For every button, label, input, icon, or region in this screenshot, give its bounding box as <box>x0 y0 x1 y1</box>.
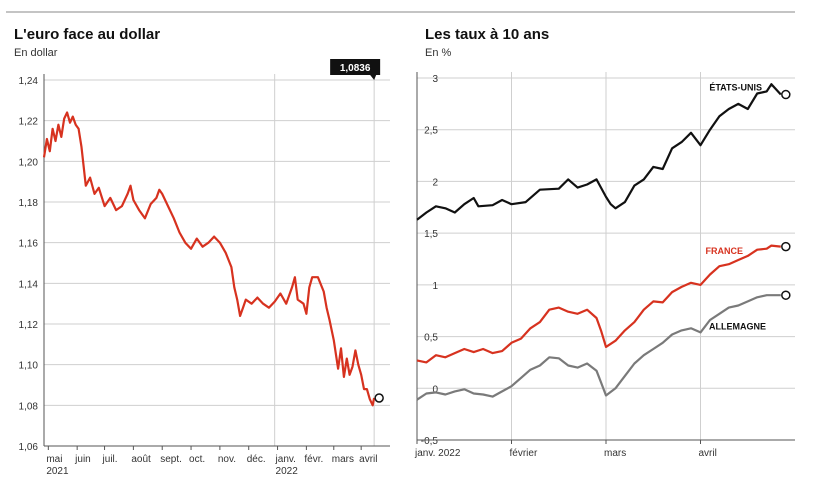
euro-y-tick-label: 1,16 <box>19 239 39 250</box>
euro-x-tick-label: mars <box>332 454 354 465</box>
euro-y-tick-label: 1,22 <box>19 117 39 128</box>
euro-x-tick-label: sept. <box>160 454 182 465</box>
rates-y-tick-label: 1 <box>432 281 438 292</box>
euro-x-tick-label: mai <box>46 454 62 465</box>
rates-x-tick-label: mars <box>604 448 626 459</box>
rates-chart-title: Les taux à 10 ans <box>425 26 549 43</box>
euro-x-tick-label: janv. <box>275 454 296 465</box>
rates-series--tats-unis-line <box>416 83 782 221</box>
euro-y-tick-label: 1,06 <box>19 442 39 453</box>
euro-x-tick-label: nov. <box>218 454 236 465</box>
euro-y-tick-label: 1,14 <box>19 279 39 290</box>
euro-y-tick-label: 1,24 <box>19 76 39 87</box>
rates-y-tick-label: -0,5 <box>421 436 439 447</box>
rates-series-label: ALLEMAGNE <box>709 321 766 331</box>
euro-chart-title: L'euro face au dollar <box>14 26 160 43</box>
rates-series-allemagne-line <box>416 294 781 401</box>
rates-chart-subtitle: En % <box>425 47 452 59</box>
euro-x-tick-label: oct. <box>189 454 205 465</box>
euro-y-tick-label: 1,18 <box>19 198 39 209</box>
rates-chart: Les taux à 10 ans En % -0,5 0 0,5 1 1,5 2 2,5 3… <box>414 26 795 459</box>
rates-x-tick-label: janv. 2022 <box>414 448 461 459</box>
euro-y-tick-label: 1,12 <box>19 320 39 331</box>
rates-x-tick-label: avril <box>699 448 717 459</box>
euro-end-marker <box>374 393 384 403</box>
euro-x-tick-label: déc. <box>247 454 266 465</box>
euro-x-tick-year: 2021 <box>46 466 69 477</box>
rates-x-tick-label: février <box>510 448 538 459</box>
euro-last-value-pointer <box>370 75 377 80</box>
euro-y-tick-label: 1,10 <box>19 361 39 372</box>
euro-x-tick-label: août <box>131 454 151 465</box>
rates-end-marker <box>781 89 791 100</box>
rates-end-marker <box>781 290 791 300</box>
rates-y-tick-label: 2,5 <box>424 126 438 137</box>
rates-series-france-line <box>416 244 781 364</box>
euro-y-tick-label: 1,20 <box>19 157 39 168</box>
rates-y-tick-label: 3 <box>432 74 438 85</box>
rates-series-label: ÉTATS-UNIS <box>709 82 762 92</box>
euro-x-tick-year: 2022 <box>276 466 299 477</box>
euro-x-tick-label: avril <box>359 454 377 465</box>
rates-end-marker <box>781 241 791 252</box>
euro-series-0-line <box>42 111 376 407</box>
euro-last-value-badge: 1,0836 <box>330 59 381 80</box>
euro-x-tick-label: juin <box>74 454 91 465</box>
rates-y-tick-label: 2 <box>432 177 438 188</box>
euro-last-value-text: 1,0836 <box>340 63 371 74</box>
rates-series-label: FRANCE <box>706 246 744 256</box>
euro-x-tick-label: févr. <box>304 454 323 465</box>
rates-y-tick-label: 0 <box>432 384 438 395</box>
euro-x-tick-label: juil. <box>102 454 118 465</box>
euro-y-tick-label: 1,08 <box>19 401 39 412</box>
euro-last-value-box <box>330 59 381 75</box>
rates-y-tick-label: 1,5 <box>424 229 438 240</box>
euro-dollar-chart: L'euro face au dollar En dollar 1,06 1,08… <box>14 26 390 477</box>
euro-chart-subtitle: En dollar <box>14 47 58 59</box>
rates-y-tick-label: 0,5 <box>424 333 438 344</box>
